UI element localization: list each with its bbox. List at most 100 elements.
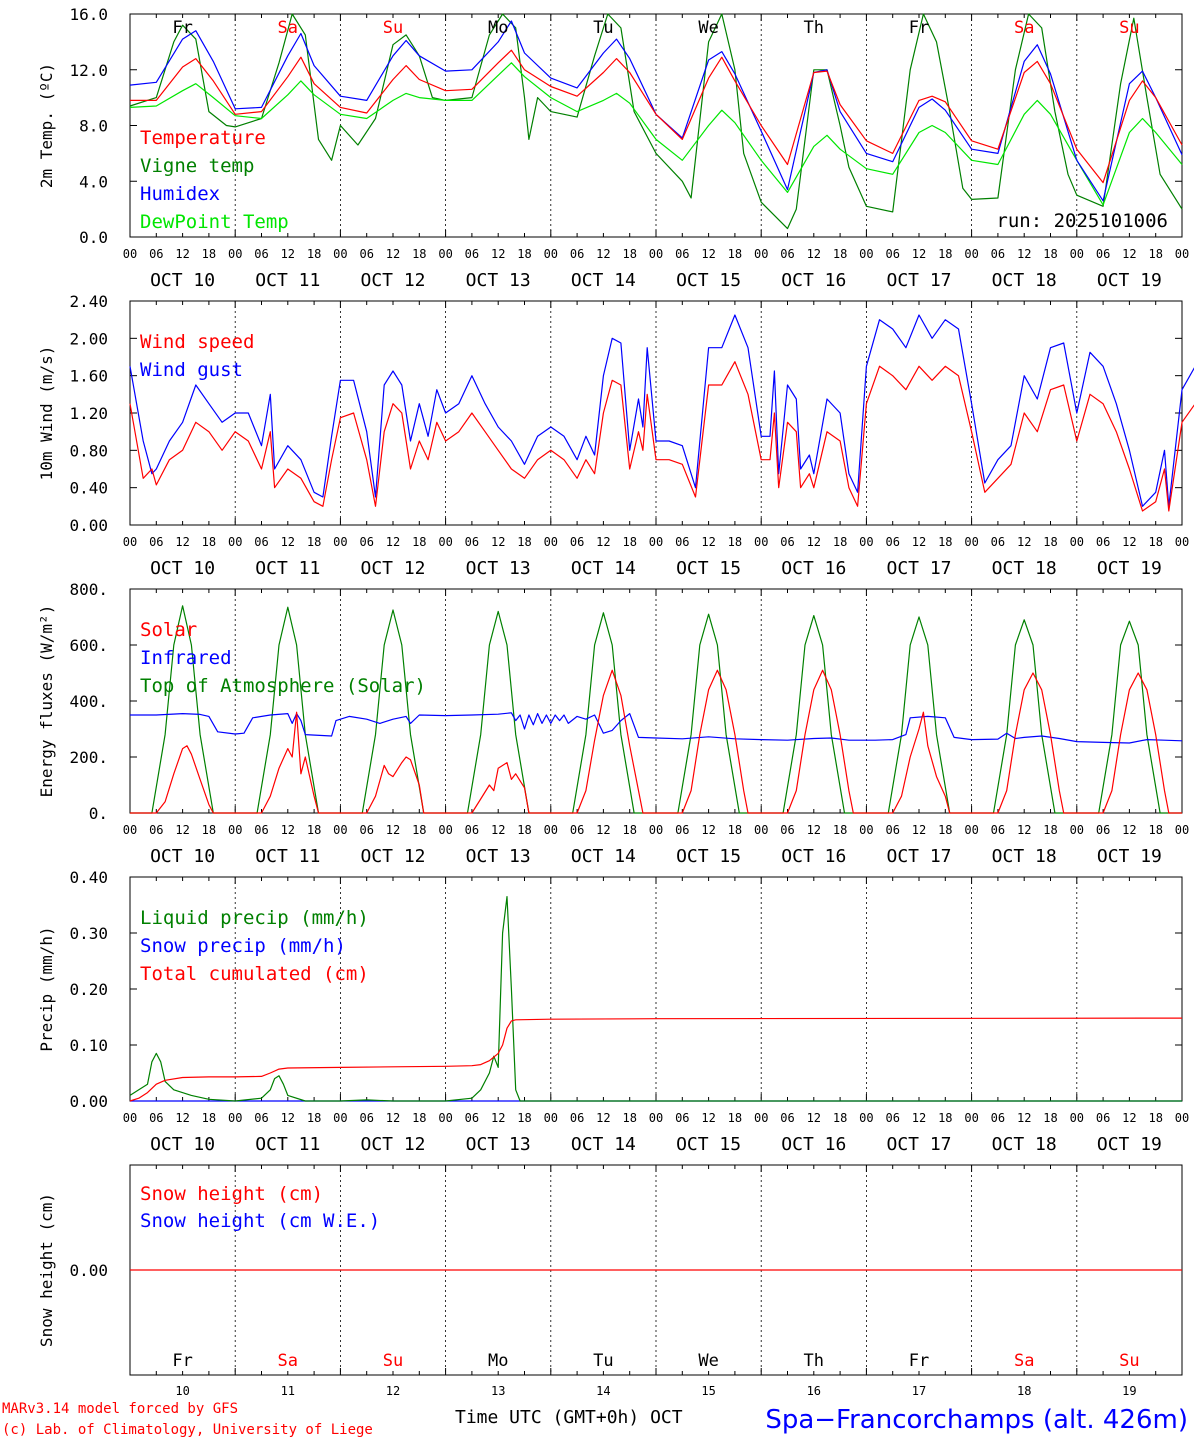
run-label: run: 2025101006: [996, 210, 1168, 232]
hour-tick-label: 06: [254, 247, 268, 261]
day-number-label: 19: [1122, 1384, 1136, 1398]
date-label: OCT 14: [571, 558, 636, 579]
hour-tick-label: 06: [149, 535, 163, 549]
date-label: OCT 13: [466, 270, 531, 291]
y-tick-label: 1.20: [69, 404, 108, 423]
series-line-total-cumulated-cm-: [129, 1017, 1183, 1102]
hour-tick-label: 12: [491, 823, 505, 837]
series-line-liquid-precip-mm-h-: [129, 895, 1182, 1102]
hour-tick-label: 06: [465, 823, 479, 837]
date-label: OCT 14: [571, 270, 636, 291]
hour-tick-label: 00: [1175, 247, 1189, 261]
hour-tick-label: 18: [307, 247, 321, 261]
day-number-label: 14: [596, 1384, 610, 1398]
hour-tick-label: 06: [991, 823, 1005, 837]
hour-tick-label: 18: [938, 823, 952, 837]
hour-tick-label: 06: [149, 1111, 163, 1125]
hour-tick-label: 06: [359, 823, 373, 837]
hour-tick-label: 12: [1122, 247, 1136, 261]
weekday-label: Fr: [909, 18, 929, 38]
hour-tick-label: 18: [938, 535, 952, 549]
legend-entry: Snow precip (mm/h): [140, 935, 346, 957]
y-tick-label: 0.40: [69, 479, 108, 498]
hour-tick-label: 12: [386, 247, 400, 261]
hour-tick-label: 12: [701, 1111, 715, 1125]
date-label: OCT 17: [886, 1134, 951, 1155]
date-label: OCT 10: [150, 1134, 215, 1155]
weekday-label: We: [698, 18, 718, 38]
hour-tick-label: 00: [544, 823, 558, 837]
hour-tick-label: 18: [1043, 1111, 1057, 1125]
hour-tick-label: 06: [780, 823, 794, 837]
hour-tick-label: 06: [359, 535, 373, 549]
date-label: OCT 15: [676, 1134, 741, 1155]
hour-tick-label: 12: [807, 1111, 821, 1125]
legend-entry: Wind speed: [140, 331, 254, 353]
y-tick-label: 1.60: [69, 367, 108, 386]
hour-tick-label: 00: [649, 823, 663, 837]
date-label: OCT 13: [466, 558, 531, 579]
hour-tick-label: 06: [1096, 823, 1110, 837]
y-tick-label: 0.: [89, 804, 108, 823]
day-number-label: 17: [912, 1384, 926, 1398]
hour-tick-label: 06: [675, 823, 689, 837]
series-line-wind-speed: [129, 361, 1194, 512]
hour-tick-label: 18: [622, 1111, 636, 1125]
hour-tick-label: 00: [544, 535, 558, 549]
date-label: OCT 16: [781, 558, 846, 579]
legend-entry: Snow height (cm): [140, 1183, 323, 1205]
day-number-label: 15: [701, 1384, 715, 1398]
hour-tick-label: 18: [622, 823, 636, 837]
weekday-label: Fr: [172, 1351, 192, 1371]
hour-tick-label: 12: [491, 1111, 505, 1125]
y-tick-label: 200.: [69, 748, 108, 767]
hour-tick-label: 00: [754, 1111, 768, 1125]
weekday-label: Th: [804, 18, 824, 38]
hour-tick-label: 00: [228, 1111, 242, 1125]
legend-entry: Infrared: [140, 647, 232, 669]
hour-tick-label: 18: [728, 1111, 742, 1125]
legend-entry: Humidex: [140, 183, 220, 205]
hour-tick-label: 00: [964, 1111, 978, 1125]
y-tick-label: 0.0: [79, 228, 108, 247]
series-line-solar: [130, 669, 1182, 814]
date-label: OCT 15: [676, 558, 741, 579]
y-axis-label: Snow height (cm): [37, 1193, 56, 1347]
hour-tick-label: 06: [675, 247, 689, 261]
hour-tick-label: 00: [1070, 247, 1084, 261]
hour-tick-label: 12: [701, 535, 715, 549]
hour-tick-label: 00: [1175, 535, 1189, 549]
hour-tick-label: 18: [1043, 823, 1057, 837]
hour-tick-label: 18: [202, 823, 216, 837]
weekday-label: Su: [383, 1351, 403, 1371]
date-label: OCT 10: [150, 558, 215, 579]
hour-tick-label: 06: [1096, 535, 1110, 549]
hour-tick-label: 06: [149, 247, 163, 261]
hour-tick-label: 18: [412, 823, 426, 837]
hour-tick-label: 00: [754, 823, 768, 837]
hour-tick-label: 12: [596, 823, 610, 837]
hour-tick-label: 12: [912, 247, 926, 261]
hour-tick-label: 18: [307, 1111, 321, 1125]
hour-tick-label: 18: [1148, 1111, 1162, 1125]
hour-tick-label: 06: [254, 535, 268, 549]
hour-tick-label: 06: [149, 823, 163, 837]
weekday-label: Mo: [488, 18, 508, 38]
hour-tick-label: 00: [438, 535, 452, 549]
date-label: OCT 15: [676, 846, 741, 867]
legend-entry: Wind gust: [140, 359, 243, 381]
hour-tick-label: 12: [1122, 823, 1136, 837]
hour-tick-label: 00: [859, 247, 873, 261]
hour-tick-label: 12: [491, 247, 505, 261]
day-number-label: 11: [281, 1384, 295, 1398]
hour-tick-label: 06: [780, 247, 794, 261]
hour-tick-label: 12: [281, 247, 295, 261]
hour-tick-label: 00: [1175, 1111, 1189, 1125]
date-label: OCT 13: [466, 1134, 531, 1155]
hour-tick-label: 12: [912, 823, 926, 837]
weekday-label: Th: [804, 1351, 824, 1371]
hour-tick-label: 06: [991, 247, 1005, 261]
hour-tick-label: 18: [517, 247, 531, 261]
hour-tick-label: 06: [465, 535, 479, 549]
